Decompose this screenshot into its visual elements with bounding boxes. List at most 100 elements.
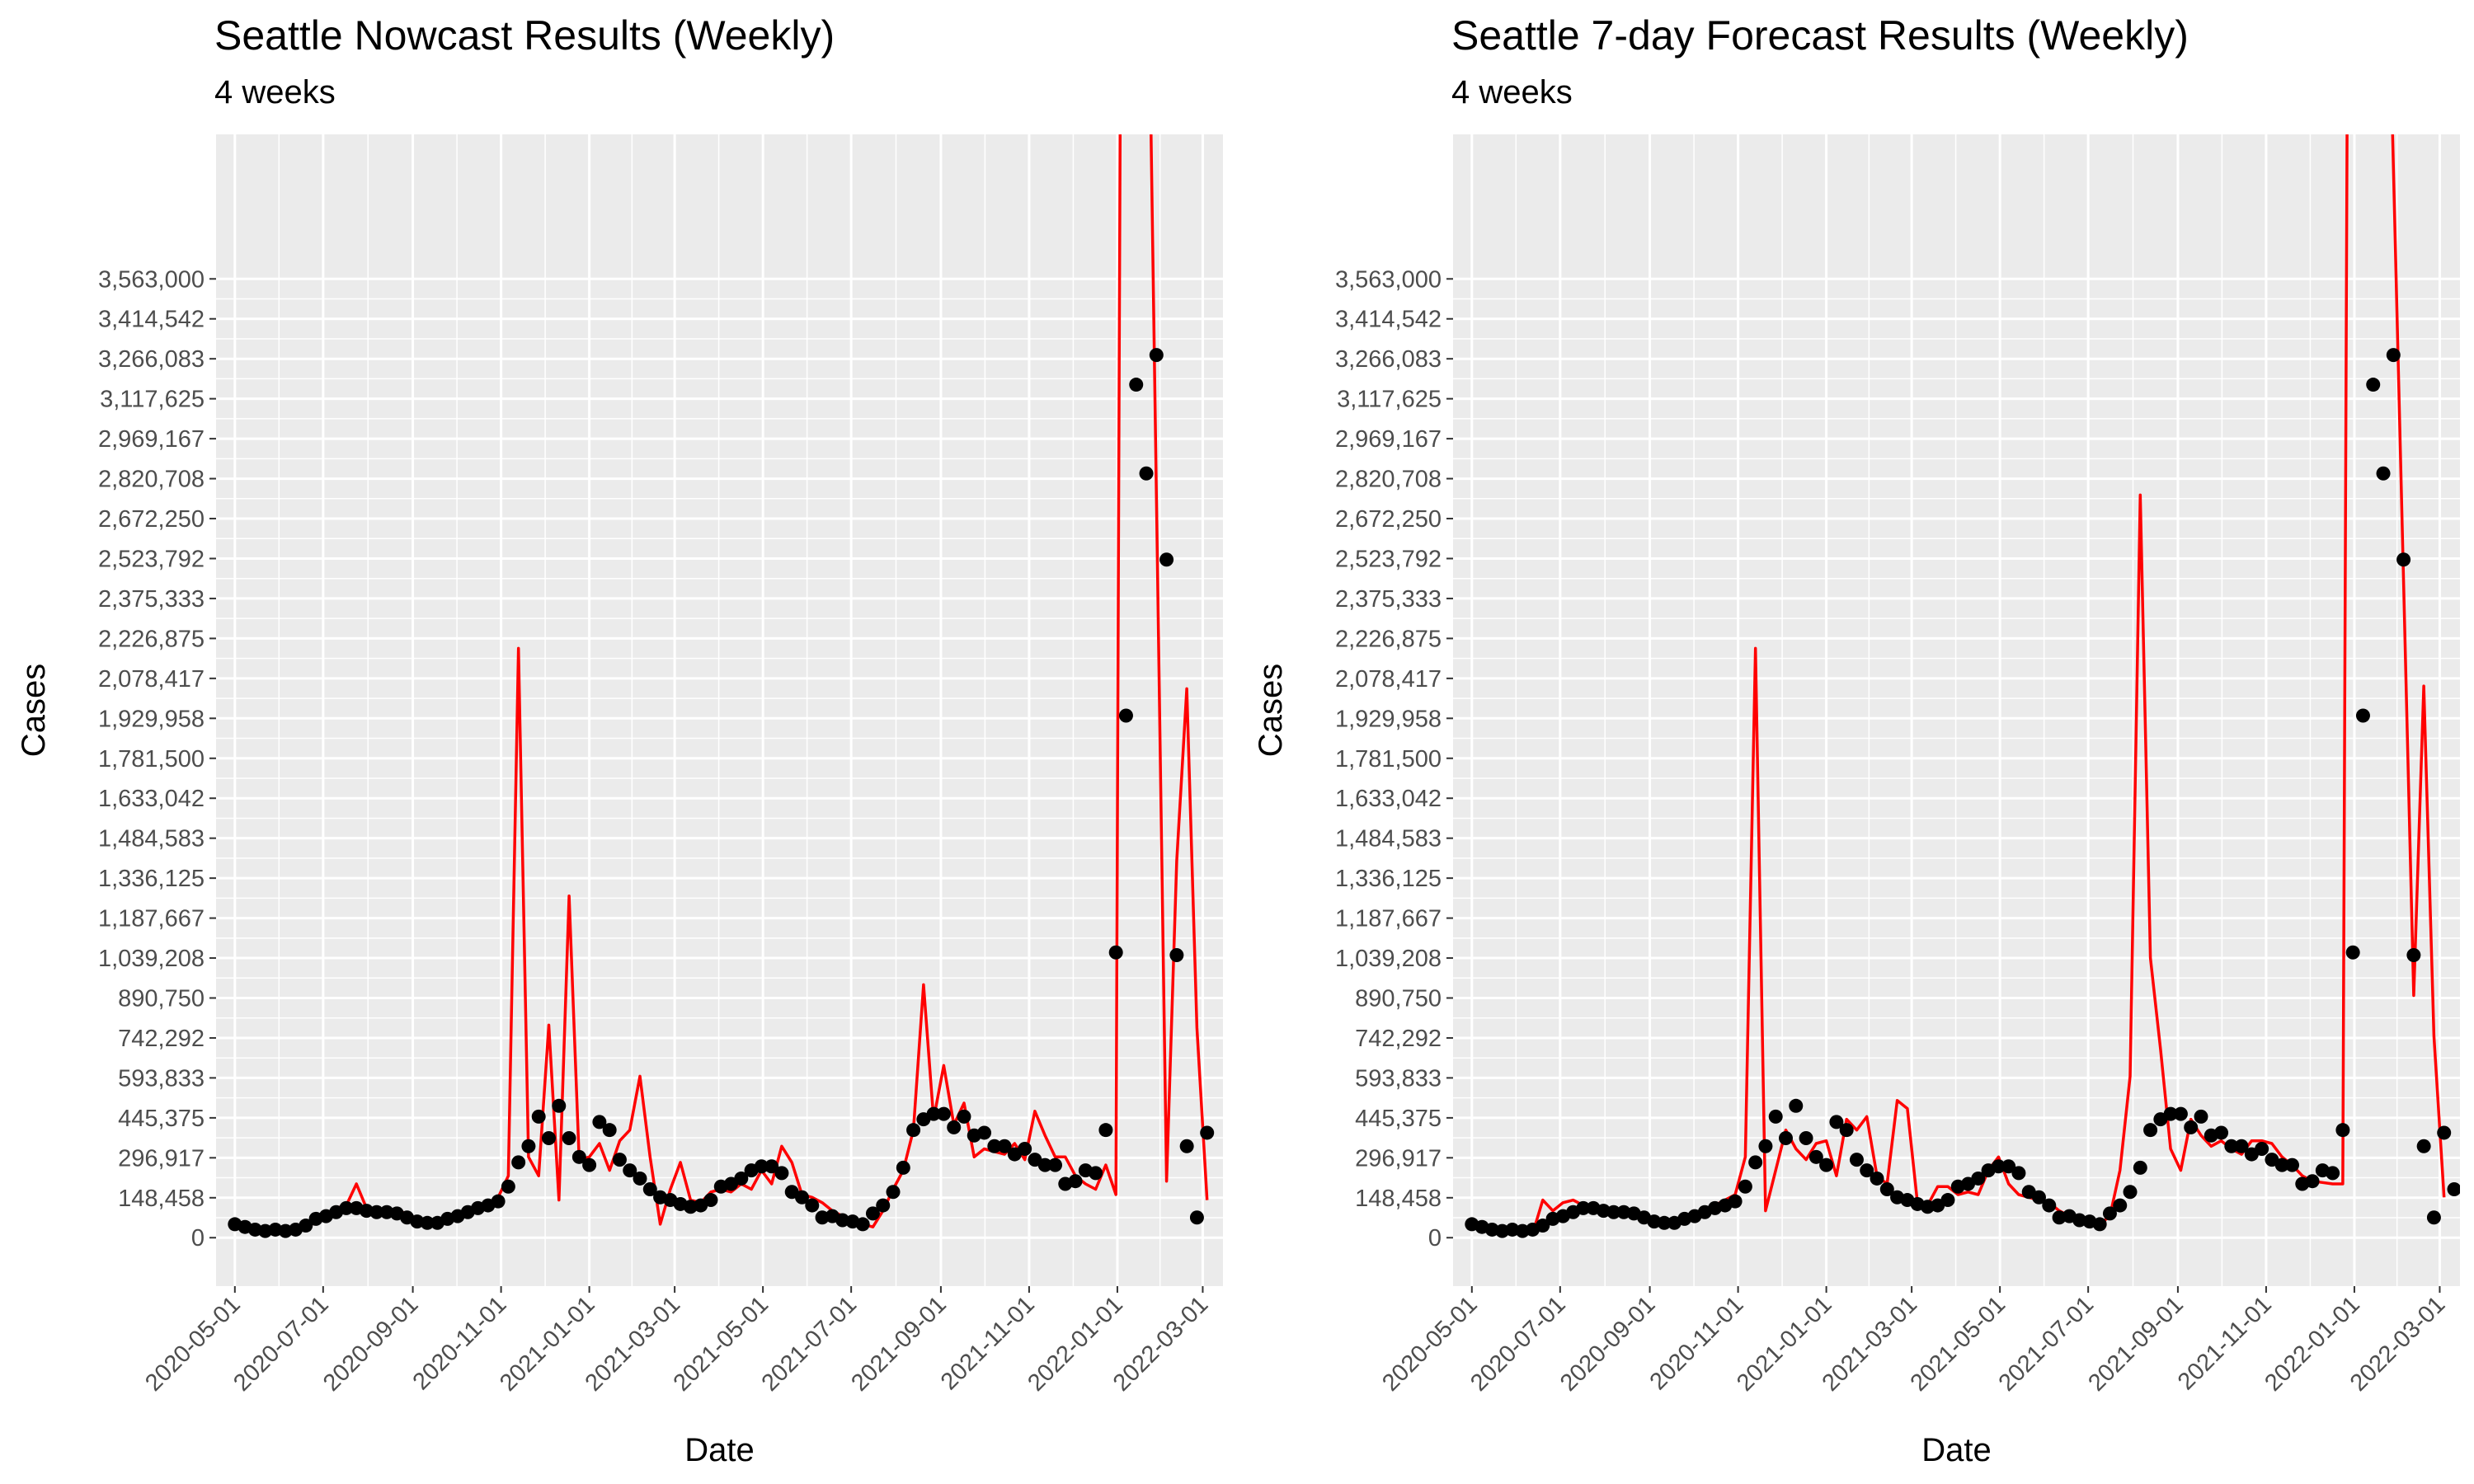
observed-cases-point: [2285, 1158, 2299, 1172]
y-tick-label: 2,672,250: [98, 506, 205, 533]
grid-lines: [1453, 134, 2460, 1286]
observed-cases-point: [1839, 1123, 1854, 1138]
observed-cases-point: [896, 1160, 910, 1175]
y-tick-label: 1,039,208: [1335, 946, 1442, 972]
observed-cases-point: [1991, 1159, 2006, 1174]
observed-cases-point: [2406, 948, 2421, 963]
observed-cases-point: [592, 1115, 607, 1129]
y-tick-label: 0: [1428, 1225, 1442, 1252]
observed-cases-point: [1200, 1125, 1215, 1140]
observed-cases-point: [926, 1106, 941, 1121]
y-tick-label: 2,969,167: [1335, 426, 1442, 453]
y-axis-title: Cases: [16, 664, 52, 757]
observed-cases-point: [1860, 1163, 1874, 1178]
observed-cases-point: [1799, 1130, 1813, 1145]
observed-cases-point: [1189, 1210, 1204, 1225]
observed-cases-point: [623, 1163, 637, 1178]
plot-panel-background: [216, 134, 1223, 1286]
observed-cases-point: [1108, 945, 1123, 960]
y-tick-label: 1,187,667: [1335, 906, 1442, 932]
observed-cases-point: [754, 1159, 769, 1174]
x-tick-label: 2020-09-01: [1555, 1291, 1661, 1397]
observed-cases-point: [2214, 1125, 2229, 1140]
observed-cases-point: [2396, 552, 2411, 567]
y-tick-label: 3,266,083: [1335, 346, 1442, 373]
observed-cases-point: [936, 1106, 951, 1121]
observed-cases-point: [2447, 1181, 2460, 1196]
observed-cases-point: [1879, 1181, 1894, 1196]
observed-cases-point: [2426, 1210, 2441, 1225]
observed-cases-point: [541, 1130, 556, 1145]
observed-cases-point: [2416, 1139, 2431, 1153]
y-tick-label: 742,292: [1355, 1026, 1442, 1052]
observed-cases-point: [2042, 1198, 2057, 1213]
y-tick-label: 1,039,208: [98, 946, 205, 972]
observed-cases-point: [1657, 1215, 1672, 1230]
y-tick-label: 2,375,333: [1335, 586, 1442, 613]
x-tick-label: 2021-09-01: [2083, 1291, 2189, 1397]
observed-cases-point: [2274, 1158, 2289, 1172]
observed-cases-point: [2224, 1139, 2239, 1153]
x-axis-title: Date: [1921, 1432, 1992, 1468]
observed-cases-point: [602, 1123, 617, 1138]
observed-cases-point: [1089, 1166, 1103, 1181]
x-tick-label: 2020-05-01: [1377, 1291, 1483, 1397]
observed-cases-point: [2234, 1139, 2249, 1153]
y-tick-label: 2,226,875: [1335, 626, 1442, 652]
observed-cases-point: [2143, 1123, 2158, 1138]
observed-cases-point: [997, 1139, 1012, 1153]
observed-cases-point: [1179, 1139, 1194, 1153]
observed-cases-point: [1037, 1158, 1052, 1172]
observed-cases-point: [1139, 466, 1154, 481]
x-tick-label: 2020-07-01: [1465, 1291, 1571, 1397]
x-tick-label: 2021-05-01: [669, 1291, 774, 1397]
observed-cases-point: [1849, 1153, 1864, 1167]
observed-cases-point: [2305, 1174, 2320, 1189]
observed-cases-point: [2163, 1106, 2178, 1121]
observed-cases-point: [2437, 1125, 2452, 1140]
observed-cases-point: [1068, 1174, 1083, 1189]
grid-lines: [216, 134, 1223, 1286]
y-tick-label: 1,336,125: [98, 866, 205, 892]
y-tick-label: 890,750: [1355, 986, 1442, 1012]
observed-cases-point: [2113, 1198, 2128, 1213]
observed-cases-point: [2335, 1123, 2350, 1138]
observed-cases-point: [1829, 1115, 1844, 1129]
x-tick-label: 2021-07-01: [757, 1291, 863, 1397]
observed-cases-point: [1748, 1155, 1763, 1170]
forecast-chart-panel: Seattle 7-day Forecast Results (Weekly) …: [1237, 0, 2474, 1484]
observed-cases-point: [2366, 378, 2381, 392]
x-tick-label: 2020-07-01: [228, 1291, 334, 1397]
observed-cases-point: [571, 1149, 586, 1164]
y-tick-label: 296,917: [118, 1145, 205, 1172]
observed-cases-point: [1169, 948, 1184, 963]
observed-cases-point: [2255, 1142, 2269, 1157]
observed-cases-point: [1118, 708, 1133, 723]
observed-cases-point: [1870, 1171, 1884, 1186]
observed-cases-point: [1149, 348, 1164, 363]
y-tick-label: 445,375: [118, 1106, 205, 1132]
observed-cases-point: [774, 1166, 789, 1181]
observed-cases-point: [2386, 348, 2401, 363]
observed-cases-point: [865, 1206, 880, 1221]
observed-cases-point: [876, 1198, 891, 1213]
observed-cases-point: [562, 1130, 576, 1145]
observed-cases-point: [805, 1198, 820, 1213]
y-tick-label: 3,414,542: [98, 307, 205, 333]
y-tick-label: 1,781,500: [1335, 746, 1442, 773]
observed-cases-point: [1758, 1139, 1773, 1153]
y-tick-label: 1,484,583: [98, 826, 205, 852]
y-tick-label: 148,458: [118, 1186, 205, 1212]
y-tick-label: 1,929,958: [98, 706, 205, 732]
observed-cases-point: [977, 1125, 992, 1140]
observed-cases-point: [511, 1155, 526, 1170]
y-tick-label: 2,226,875: [98, 626, 205, 652]
y-tick-label: 1,187,667: [98, 906, 205, 932]
y-tick-label: 1,484,583: [1335, 826, 1442, 852]
observed-cases-point: [2173, 1106, 2188, 1121]
y-tick-label: 1,781,500: [98, 746, 205, 773]
y-tick-label: 2,078,417: [98, 666, 205, 693]
chart-title: Seattle 7-day Forecast Results (Weekly): [1451, 12, 2189, 59]
observed-cases-point: [1048, 1158, 1062, 1172]
y-tick-label: 2,820,708: [98, 467, 205, 493]
